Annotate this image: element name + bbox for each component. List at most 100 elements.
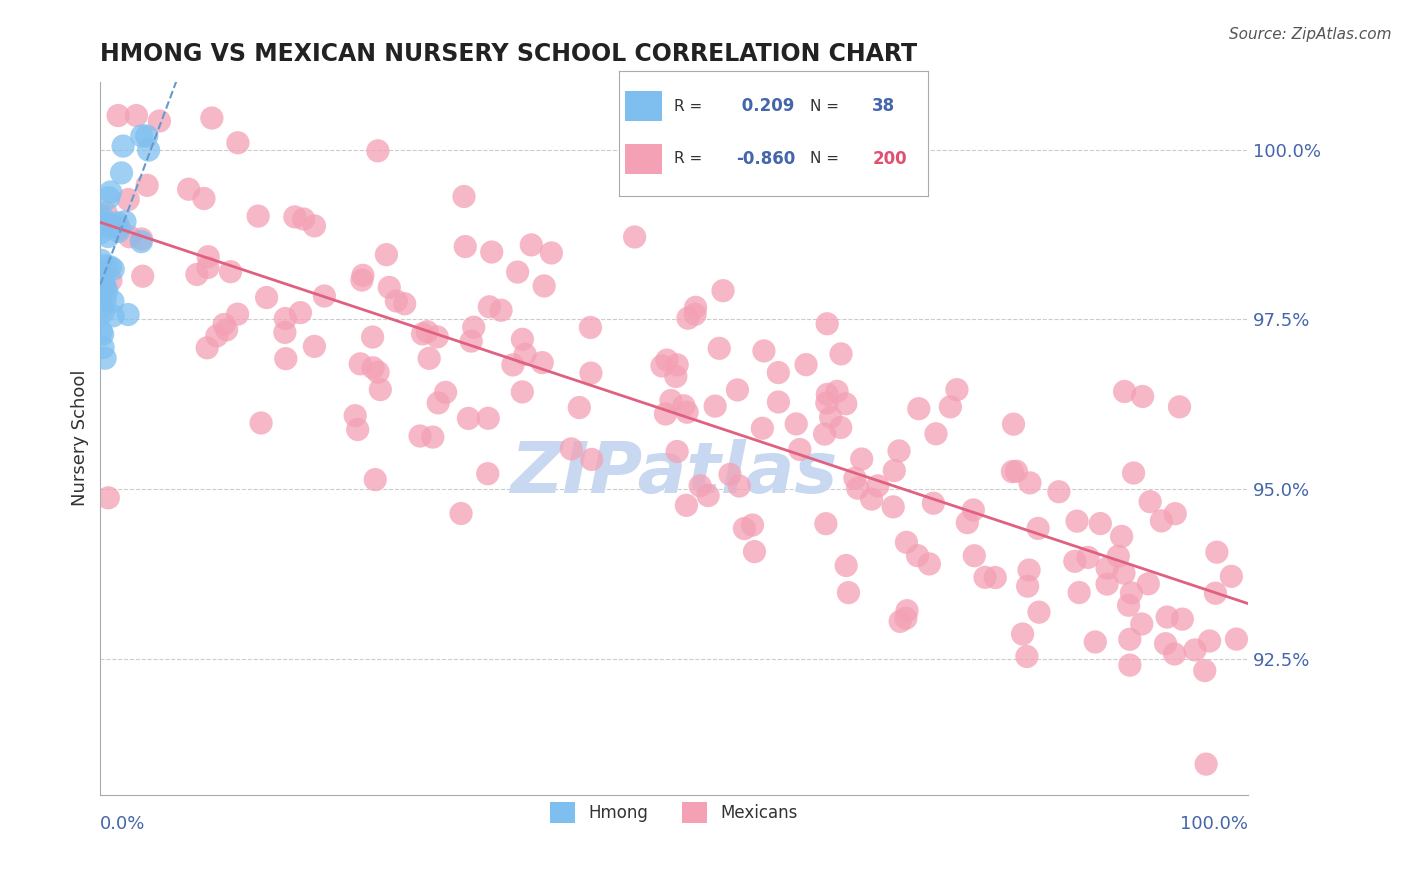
Mexicans <box>460 334 482 348</box>
Mexicans <box>367 144 389 158</box>
Mexicans <box>887 444 910 458</box>
Mexicans <box>1119 632 1142 647</box>
Y-axis label: Nursery School: Nursery School <box>72 370 89 507</box>
Mexicans <box>837 585 859 599</box>
Hmong <box>94 280 117 294</box>
Mexicans <box>813 427 835 442</box>
Mexicans <box>412 326 434 341</box>
Mexicans <box>274 311 297 326</box>
Mexicans <box>676 311 699 326</box>
Mexicans <box>1156 610 1178 624</box>
Mexicans <box>1225 632 1247 647</box>
FancyBboxPatch shape <box>624 91 662 121</box>
Mexicans <box>733 522 755 536</box>
Mexicans <box>250 416 273 430</box>
Mexicans <box>820 410 842 425</box>
Mexicans <box>579 320 602 334</box>
Hmong <box>90 212 112 227</box>
Mexicans <box>1168 400 1191 414</box>
Hmong <box>103 262 125 277</box>
Hmong <box>97 191 120 205</box>
Hmong <box>91 283 114 297</box>
Mexicans <box>1198 634 1220 648</box>
Mexicans <box>984 570 1007 584</box>
Text: R =: R = <box>675 152 707 166</box>
Mexicans <box>463 320 485 334</box>
Text: 38: 38 <box>872 97 896 115</box>
Mexicans <box>846 481 869 495</box>
Mexicans <box>1090 516 1112 531</box>
Mexicans <box>882 500 904 514</box>
Mexicans <box>675 498 697 512</box>
Text: 0.0%: 0.0% <box>100 815 146 833</box>
Hmong <box>114 215 136 229</box>
Mexicans <box>654 407 676 421</box>
Mexicans <box>768 366 790 380</box>
Mexicans <box>665 369 688 384</box>
Mexicans <box>131 269 153 284</box>
Hmong <box>98 260 121 274</box>
Mexicans <box>352 268 374 283</box>
Mexicans <box>346 423 368 437</box>
Mexicans <box>212 318 235 332</box>
Mexicans <box>1154 637 1177 651</box>
Mexicans <box>97 491 120 505</box>
Mexicans <box>655 353 678 368</box>
Mexicans <box>814 516 837 531</box>
Mexicans <box>540 246 562 260</box>
Mexicans <box>907 401 929 416</box>
Mexicans <box>666 444 689 458</box>
Mexicans <box>434 385 457 400</box>
Mexicans <box>1121 586 1143 600</box>
Mexicans <box>789 442 811 457</box>
Mexicans <box>1026 521 1049 535</box>
Mexicans <box>1011 627 1033 641</box>
Mexicans <box>1112 566 1135 581</box>
Text: Source: ZipAtlas.com: Source: ZipAtlas.com <box>1229 27 1392 42</box>
Mexicans <box>304 219 326 233</box>
Mexicans <box>148 114 170 128</box>
Mexicans <box>416 325 439 339</box>
Mexicans <box>205 329 228 343</box>
Mexicans <box>1017 579 1039 593</box>
Hmong <box>90 325 112 339</box>
Text: N =: N = <box>810 152 844 166</box>
Hmong <box>91 216 114 230</box>
Mexicans <box>835 397 858 411</box>
Mexicans <box>136 178 159 193</box>
Mexicans <box>956 516 979 530</box>
Mexicans <box>815 396 838 410</box>
Text: 100.0%: 100.0% <box>1180 815 1249 833</box>
Mexicans <box>962 503 984 517</box>
Mexicans <box>201 111 224 125</box>
Mexicans <box>1171 612 1194 626</box>
Hmong <box>96 219 118 233</box>
Mexicans <box>457 411 479 425</box>
Mexicans <box>197 250 219 264</box>
Mexicans <box>1077 550 1099 565</box>
Mexicans <box>581 452 603 467</box>
Hmong <box>135 128 157 143</box>
Mexicans <box>1150 514 1173 528</box>
Hmong <box>129 235 152 249</box>
Mexicans <box>835 558 858 573</box>
Mexicans <box>513 347 536 361</box>
Mexicans <box>704 399 727 413</box>
Mexicans <box>711 284 734 298</box>
Mexicans <box>304 339 326 353</box>
Mexicans <box>186 268 208 282</box>
Mexicans <box>1163 647 1185 661</box>
Mexicans <box>453 189 475 203</box>
Mexicans <box>290 305 312 319</box>
Mexicans <box>689 479 711 493</box>
Hmong <box>103 218 125 232</box>
Mexicans <box>1122 466 1144 480</box>
Mexicans <box>226 307 249 321</box>
Mexicans <box>125 109 148 123</box>
Mexicans <box>1084 635 1107 649</box>
Mexicans <box>1195 757 1218 772</box>
Mexicans <box>830 347 852 361</box>
Mexicans <box>725 383 748 397</box>
Hmong <box>112 139 135 153</box>
Mexicans <box>1220 569 1243 583</box>
